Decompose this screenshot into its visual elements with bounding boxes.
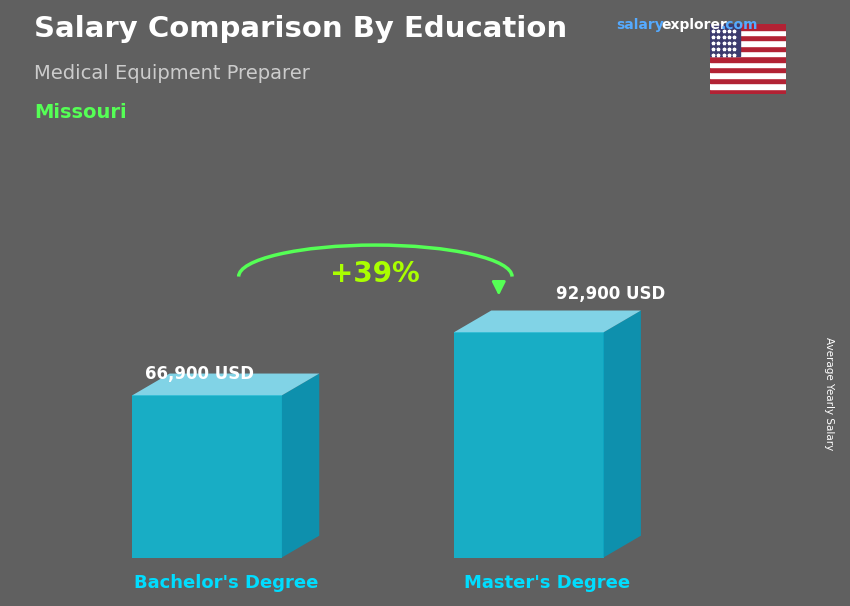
Bar [710, 30, 786, 35]
Polygon shape [133, 373, 320, 395]
Bar [710, 88, 786, 94]
Text: .com: .com [721, 18, 758, 32]
Text: Master's Degree: Master's Degree [464, 574, 631, 593]
Bar [710, 24, 740, 56]
Bar [710, 41, 786, 45]
Text: 92,900 USD: 92,900 USD [557, 285, 666, 303]
Bar [710, 35, 786, 41]
Bar [710, 45, 786, 51]
Bar [710, 56, 786, 62]
Text: Missouri: Missouri [34, 103, 127, 122]
Bar [710, 73, 786, 78]
Bar [710, 67, 786, 73]
Text: Salary Comparison By Education: Salary Comparison By Education [34, 15, 567, 43]
Text: explorer: explorer [661, 18, 728, 32]
Polygon shape [604, 310, 641, 558]
Bar [710, 51, 786, 56]
Text: salary: salary [616, 18, 664, 32]
Polygon shape [454, 332, 604, 558]
Text: Medical Equipment Preparer: Medical Equipment Preparer [34, 64, 310, 82]
Polygon shape [454, 310, 641, 332]
Text: 66,900 USD: 66,900 USD [145, 365, 254, 383]
Polygon shape [133, 395, 282, 558]
Bar [710, 24, 786, 30]
Text: Average Yearly Salary: Average Yearly Salary [824, 338, 834, 450]
Text: +39%: +39% [331, 260, 420, 288]
Bar [710, 62, 786, 67]
Bar [710, 83, 786, 88]
Bar [710, 78, 786, 83]
Text: Bachelor's Degree: Bachelor's Degree [133, 574, 318, 593]
Polygon shape [282, 373, 320, 558]
